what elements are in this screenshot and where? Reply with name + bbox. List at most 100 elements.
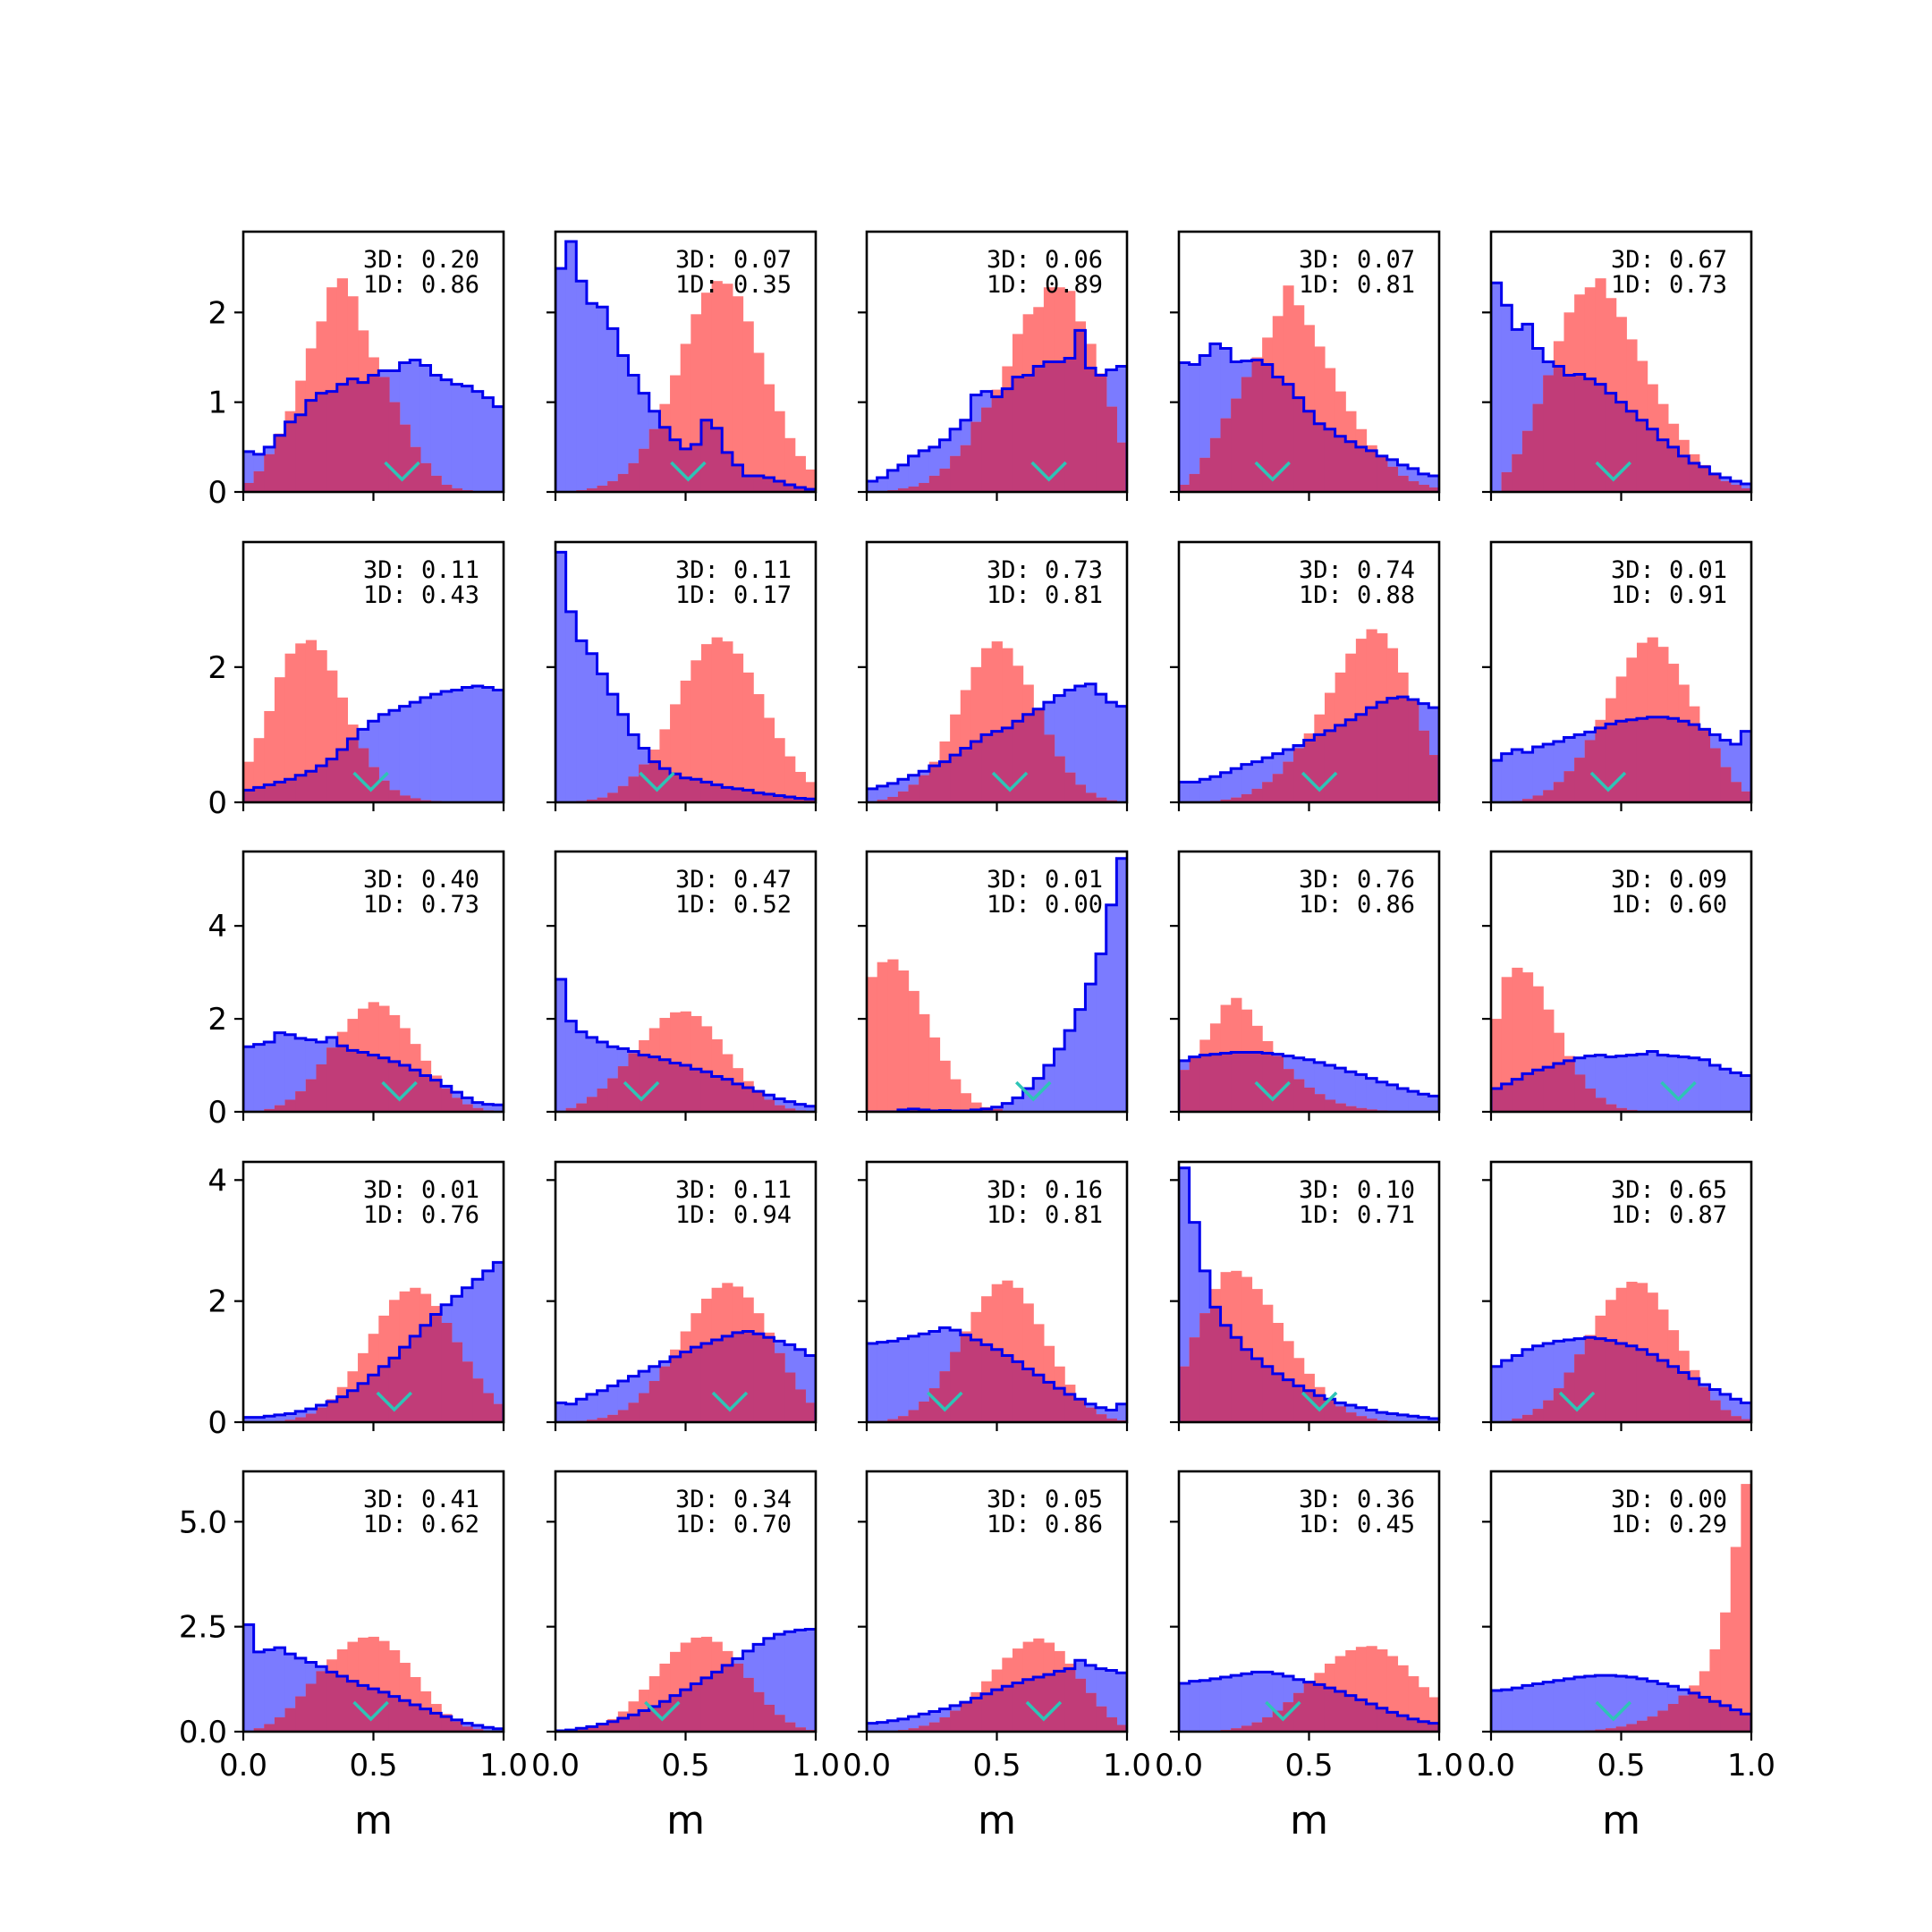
blue-bar: [1606, 1675, 1617, 1732]
overlap-bar: [419, 1708, 432, 1732]
blue-step-outline: [1179, 1670, 1439, 1732]
overlap-bar: [794, 1727, 806, 1732]
blue-bar: [774, 1634, 785, 1732]
x-tick-label: 0.0: [843, 1748, 891, 1784]
blue-bar: [1606, 1056, 1617, 1112]
overlap-bar: [887, 1419, 899, 1422]
overlap-bar: [1553, 1388, 1565, 1422]
label-3d: 3D: 0.16: [987, 1176, 1103, 1204]
label-1d: 1D: 0.43: [363, 581, 479, 609]
overlap-bar: [451, 1721, 463, 1732]
blue-bar: [867, 1343, 878, 1422]
overlap-bar: [1386, 698, 1399, 802]
overlap-bar: [586, 1097, 598, 1112]
blue-step-outline: [1179, 1050, 1439, 1112]
overlap-bar: [1355, 714, 1368, 802]
marker-v: [1030, 461, 1067, 482]
overlap-bar: [1730, 1709, 1741, 1732]
red-bar: [928, 1037, 941, 1112]
blue-bar: [1563, 1678, 1575, 1732]
overlap-bar: [950, 455, 962, 492]
red-bar: [877, 962, 888, 1112]
y-tick-label: 0.0: [179, 1715, 227, 1750]
blue-step-outline: [555, 1627, 816, 1732]
blue-bar: [586, 1037, 598, 1112]
overlap-bar: [1303, 740, 1315, 802]
overlap-bar: [805, 799, 816, 802]
overlap-bar: [950, 755, 962, 802]
overlap-bar: [960, 1335, 971, 1422]
overlap-bar: [1116, 442, 1127, 492]
overlap-bar: [877, 799, 888, 802]
blue-step-outline: [555, 550, 816, 802]
blue-bar: [274, 1032, 286, 1112]
blue-bar: [1667, 1055, 1680, 1112]
blue-bar: [1501, 305, 1513, 492]
x-tick-label: 0.5: [972, 1748, 1021, 1784]
overlap-bar: [243, 482, 255, 492]
overlap-bar: [1085, 1692, 1097, 1732]
overlap-bar: [670, 774, 682, 802]
blue-bar: [1428, 1418, 1439, 1422]
blue-bar: [482, 1727, 494, 1732]
blue-bar: [617, 714, 630, 802]
overlap-bar: [1033, 1676, 1045, 1732]
overlap-bar: [680, 1690, 691, 1732]
overlap-bar: [336, 1046, 348, 1112]
blue-bar: [1418, 1417, 1429, 1422]
overlap-bar: [378, 1366, 390, 1422]
overlap-bar: [316, 1671, 327, 1732]
overlap-bar: [784, 796, 796, 802]
overlap-bar: [1408, 700, 1419, 802]
blue-bar: [1377, 1412, 1388, 1422]
overlap-bar: [691, 779, 702, 802]
overlap-bar: [711, 428, 723, 492]
label-1d: 1D: 0.73: [1611, 271, 1727, 299]
label-1d: 1D: 0.81: [987, 1201, 1103, 1229]
overlap-bar: [960, 445, 971, 492]
blue-bar: [243, 1624, 255, 1732]
overlap-bar: [939, 761, 951, 802]
blue-bar: [1054, 1048, 1065, 1112]
overlap-bar: [1636, 1349, 1648, 1422]
blue-bar: [253, 1651, 265, 1732]
overlap-bar: [1553, 1063, 1565, 1112]
overlap-bar: [628, 1402, 640, 1422]
blue-bar: [253, 1044, 265, 1112]
overlap-bar: [981, 1108, 993, 1112]
overlap-bar: [648, 761, 660, 802]
overlap-bar: [1428, 487, 1439, 492]
overlap-bar: [1689, 462, 1700, 492]
overlap-bar: [1209, 437, 1222, 492]
marker-v: [670, 461, 707, 482]
overlap-bar: [1179, 1366, 1191, 1422]
blue-bar: [1428, 1096, 1439, 1112]
overlap-bar: [565, 1107, 577, 1112]
blue-bar: [1408, 1416, 1419, 1422]
overlap-bar: [358, 748, 369, 802]
blue-bar: [1355, 1074, 1368, 1112]
blue-bar: [253, 1417, 265, 1422]
overlap-bar: [264, 784, 275, 802]
overlap-bar: [1667, 718, 1680, 802]
overlap-bar: [908, 1728, 919, 1732]
blue-bar: [1532, 747, 1544, 802]
overlap-bar: [430, 1713, 442, 1732]
overlap-bar: [1054, 756, 1065, 802]
blue-bar: [430, 375, 442, 492]
overlap-bar: [1689, 1692, 1700, 1732]
overlap-bar: [274, 782, 286, 802]
overlap-bar: [1521, 799, 1534, 802]
overlap-bar: [1262, 1053, 1274, 1112]
overlap-bar: [753, 1334, 765, 1422]
marker-v: [623, 1080, 660, 1102]
marker-v: [352, 1700, 389, 1722]
overlap-bar: [970, 1339, 982, 1422]
overlap-bar: [1262, 782, 1274, 802]
label-1d: 1D: 0.89: [987, 271, 1103, 299]
overlap-bar: [1074, 330, 1087, 492]
overlap-bar: [472, 1729, 484, 1732]
